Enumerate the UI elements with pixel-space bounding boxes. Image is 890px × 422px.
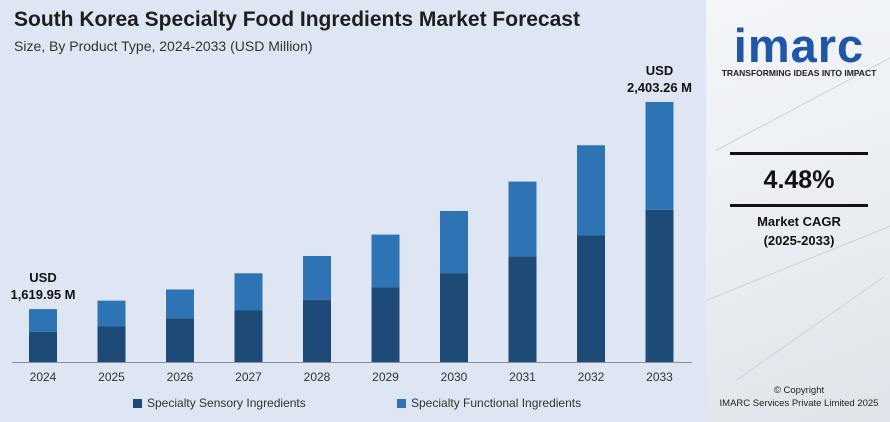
bar-sensory-2033 bbox=[645, 209, 674, 362]
copyright-line1: © Copyright bbox=[773, 385, 825, 396]
x-tick-label: 2029 bbox=[372, 370, 399, 384]
bar-functional-2028 bbox=[303, 255, 331, 300]
bar-sensory-2032 bbox=[577, 235, 605, 362]
bar-sensory-2031 bbox=[508, 256, 537, 362]
cagr-divider-bottom bbox=[730, 204, 868, 207]
copyright-line2: IMARC Services Private Limited 2025 bbox=[719, 398, 879, 409]
cagr-label-text: Market CAGR bbox=[757, 214, 841, 229]
legend-item-functional: Specialty Functional Ingredients bbox=[397, 396, 581, 410]
brand-tagline: TRANSFORMING IDEAS INTO IMPACT bbox=[721, 68, 877, 78]
data-label-2024: USD bbox=[29, 270, 56, 285]
data-label-2033: 2,403.26 M bbox=[627, 80, 692, 95]
bar-functional-2030 bbox=[440, 210, 468, 274]
bar-functional-2027 bbox=[234, 273, 263, 311]
bar-functional-2033 bbox=[645, 101, 674, 210]
legend-label-functional: Specialty Functional Ingredients bbox=[411, 396, 582, 410]
x-tick-label: 2030 bbox=[441, 370, 468, 384]
bar-sensory-2029 bbox=[371, 287, 400, 362]
legend-swatch-sensory bbox=[133, 398, 142, 408]
legend-item-sensory: Specialty Sensory Ingredients bbox=[133, 396, 306, 410]
bar-sensory-2026 bbox=[166, 318, 194, 362]
bar-functional-2026 bbox=[166, 289, 194, 319]
imarc-logo: imarc bbox=[733, 19, 865, 72]
bar-sensory-2027 bbox=[234, 310, 263, 362]
cagr-label: Market CAGR (2025-2033) bbox=[714, 212, 884, 250]
bar-functional-2029 bbox=[371, 234, 400, 288]
cagr-divider-top bbox=[730, 152, 868, 155]
chart-title: South Korea Specialty Food Ingredients M… bbox=[14, 8, 580, 31]
bar-chart: 2024 2025 2026 2027 2028 2029 2030 2031 2032 2033… bbox=[10, 63, 692, 384]
x-tick-label: 2025 bbox=[98, 370, 125, 384]
cagr-value: 4.48% bbox=[763, 166, 835, 194]
legend-label-sensory: Specialty Sensory Ingredients bbox=[147, 396, 306, 410]
bar-sensory-2028 bbox=[303, 299, 331, 362]
x-tick-label: 2026 bbox=[167, 370, 194, 384]
chart-subtitle: Size, By Product Type, 2024-2033 (USD Mi… bbox=[14, 38, 313, 54]
copyright: © Copyright IMARC Services Private Limit… bbox=[714, 384, 884, 410]
legend-swatch-functional bbox=[397, 398, 406, 408]
bar-sensory-2030 bbox=[440, 273, 468, 362]
bar-functional-2024 bbox=[29, 309, 57, 332]
cagr-period: (2025-2033) bbox=[763, 233, 835, 248]
data-label-2024: 1,619.95 M bbox=[10, 287, 75, 302]
info-panel bbox=[706, 0, 890, 422]
data-label-2033: USD bbox=[646, 63, 673, 78]
bar-sensory-2024 bbox=[29, 331, 57, 362]
x-tick-label: 2024 bbox=[30, 370, 57, 384]
x-tick-label: 2031 bbox=[509, 370, 536, 384]
bar-functional-2032 bbox=[577, 145, 605, 236]
bar-functional-2025 bbox=[97, 300, 126, 327]
decor-line bbox=[735, 276, 884, 381]
x-tick-label: 2032 bbox=[578, 370, 605, 384]
bar-functional-2031 bbox=[508, 181, 537, 257]
x-tick-label: 2033 bbox=[646, 370, 673, 384]
x-tick-label: 2027 bbox=[235, 370, 262, 384]
bar-sensory-2025 bbox=[97, 326, 126, 362]
x-tick-label: 2028 bbox=[304, 370, 331, 384]
